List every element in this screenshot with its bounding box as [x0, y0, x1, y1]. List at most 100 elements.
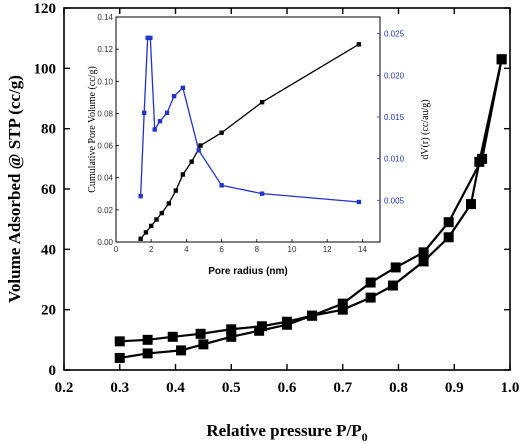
inset-data-point — [180, 85, 186, 91]
inset-data-point — [154, 217, 159, 222]
y-tick-label: 20 — [41, 303, 56, 319]
inset-right-tick-label: 0.025 — [384, 30, 405, 39]
data-point — [198, 339, 209, 350]
inset-left-tick-label: 0.06 — [97, 142, 113, 151]
inset-data-point — [141, 110, 147, 116]
data-point — [387, 280, 398, 291]
inset-data-point — [219, 130, 224, 135]
inset-data-point — [356, 42, 362, 47]
x-tick-label: 0.3 — [110, 380, 129, 396]
inset-left-axis-title: Cumulative Pore Volume (cc/g) — [87, 66, 98, 193]
data-point — [307, 310, 318, 321]
inset-series — [138, 35, 362, 241]
y-tick-label: 0 — [49, 363, 57, 379]
inset-plot-frame — [115, 16, 381, 243]
main-series — [114, 54, 507, 363]
inset-data-point — [164, 110, 170, 116]
inset-x-axis-title: Pore radius (nm) — [208, 266, 287, 277]
inset-data-point — [219, 183, 224, 188]
inset-left-tick-label: 0.00 — [97, 238, 113, 247]
inset-right-axis-title: dV(r) (cc/au/g) — [420, 99, 431, 159]
data-point — [337, 304, 348, 315]
inset-data-point — [356, 199, 362, 205]
inset-left-tick-label: 0.10 — [97, 77, 113, 86]
data-point — [465, 199, 476, 210]
inset-right-tick-label: 0.020 — [384, 71, 405, 80]
inset-data-point — [189, 159, 194, 164]
data-point — [496, 54, 507, 65]
inset-data-point — [180, 172, 186, 177]
data-point — [443, 217, 454, 228]
inset-axes: 0 2 4 6 8 10 12 14 0.00 0.02 0.04 0.06 0.08 0.10 0.12 0… — [97, 13, 404, 254]
inset-data-point — [196, 148, 201, 153]
inset-data-point — [259, 191, 265, 196]
y-tick-label: 80 — [41, 122, 56, 138]
data-point — [282, 316, 292, 327]
inset-x-tick-label: 14 — [358, 245, 367, 254]
inset-x-tick-label: 2 — [149, 245, 154, 254]
inset-x-tick-label: 4 — [184, 245, 189, 254]
x-tick-label: 0.2 — [55, 380, 74, 396]
data-point — [418, 247, 429, 258]
inset-data-point — [166, 201, 171, 206]
inset-data-point — [138, 193, 143, 199]
x-tick-label: 0.8 — [389, 380, 408, 396]
inset-x-tick-label: 8 — [255, 245, 260, 254]
data-point — [390, 262, 401, 273]
inset-data-point — [149, 223, 154, 229]
inset-left-tick-label: 0.04 — [97, 174, 113, 183]
inset-left-tick-label: 0.08 — [97, 109, 113, 118]
inset-data-point — [198, 143, 203, 148]
data-point — [256, 321, 267, 332]
data-point — [167, 331, 178, 342]
inset-data-point — [159, 210, 164, 216]
data-point — [337, 298, 348, 309]
data-point — [226, 324, 237, 335]
y-tick-label: 40 — [41, 242, 56, 258]
inset-x-tick-label: 10 — [288, 245, 297, 254]
x-tick-label: 0.7 — [333, 380, 352, 396]
data-point — [142, 334, 153, 345]
main-axes: 0.2 0.3 0.4 0.5 0.6 0.7 0.8 0.9 1.00204060801001… — [34, 1, 520, 396]
inset-right-tick-label: 0.015 — [384, 113, 405, 122]
data-point — [477, 153, 488, 164]
inset-right-tick-label: 0.005 — [384, 196, 405, 205]
inset-data-point — [148, 35, 153, 41]
inset-left-tick-label: 0.02 — [97, 206, 113, 215]
inset-x-tick-label: 12 — [323, 245, 332, 254]
data-point — [365, 292, 376, 303]
series-line-1 — [119, 59, 503, 360]
inset-x-tick-label: 6 — [219, 245, 224, 254]
y-tick-label: 120 — [34, 1, 57, 17]
data-point — [226, 331, 237, 342]
inset-data-point — [259, 99, 265, 105]
y-axis-title: Volume Adsorbed @ STP (cc/g) — [5, 75, 24, 303]
inset-left-tick-label: 0.14 — [97, 13, 113, 22]
inset-data-point — [138, 236, 143, 241]
data-point — [176, 345, 187, 356]
inset-data-point — [143, 230, 149, 235]
inset-x-tick-label: 0 — [114, 245, 119, 254]
inset-data-point — [152, 127, 157, 132]
inset-data-point — [145, 35, 150, 41]
data-point — [114, 336, 125, 347]
data-point — [142, 348, 153, 359]
y-tick-label: 60 — [41, 182, 56, 198]
x-tick-label: 0.6 — [278, 380, 297, 396]
data-point — [365, 277, 376, 288]
inset-data-point — [173, 188, 179, 193]
inset-right-tick-label: 0.010 — [384, 155, 405, 164]
x-tick-label: 1.0 — [501, 380, 520, 396]
y-tick-label: 100 — [34, 61, 57, 77]
x-tick-label: 0.9 — [445, 380, 464, 396]
x-axis-title: Relative pressure P/P0 — [206, 421, 367, 444]
x-tick-label: 0.5 — [222, 380, 241, 396]
x-tick-label: 0.4 — [166, 380, 185, 396]
data-point — [443, 232, 454, 243]
inset-data-point — [171, 93, 177, 99]
data-point — [114, 352, 125, 363]
data-point — [195, 328, 206, 339]
inset-data-point — [157, 118, 163, 124]
data-point — [418, 256, 429, 267]
